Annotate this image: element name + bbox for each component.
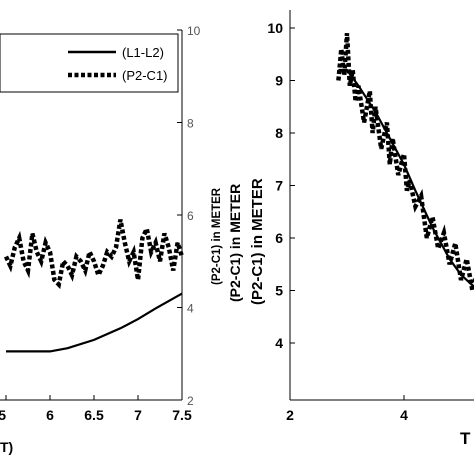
left-x-tick-label: 6.5 <box>84 407 104 423</box>
left-chart-right-axis-label: (P2-C1) in METER <box>211 187 223 285</box>
left-y-tick-label: 4 <box>187 302 194 316</box>
right-y-tick-label: 7 <box>275 178 283 194</box>
left-x-tick-label: 5.5 <box>0 407 6 423</box>
right-x-tick-label: 4 <box>400 407 408 423</box>
series-line-l1-l2 <box>6 292 183 353</box>
legend-box <box>0 33 179 93</box>
series-line-p2-c1 <box>3 219 185 290</box>
right-chart-y-ticks: 4 5 6 7 8 9 10 <box>267 20 295 351</box>
right-x-tick-label: 2 <box>286 407 294 423</box>
left-chart-x-ticks: 5.5 6 6.5 7 7.5 <box>0 395 192 423</box>
right-chart-x-axis-label: T <box>460 429 471 448</box>
left-y-tick-label: 6 <box>187 209 194 223</box>
left-x-tick-label: 7 <box>134 407 142 423</box>
left-chart-y-ticks: 2 4 6 8 10 <box>177 24 201 408</box>
left-x-tick-label: 6 <box>46 407 54 423</box>
right-chart-y-axis-label: (P2-C1) in METER <box>249 178 266 305</box>
left-x-tick-label: 7.5 <box>172 407 192 423</box>
legend-label-p2-c1: (P2-C1) <box>122 68 168 83</box>
legend-label-l1-l2: (L1-L2) <box>122 45 164 60</box>
left-chart-x-axis-label: T) <box>0 439 13 455</box>
series-line-l1-l2 <box>338 68 474 289</box>
right-y-tick-label: 4 <box>275 335 283 351</box>
left-y-tick-label: 10 <box>187 24 201 38</box>
left-y-tick-label: 2 <box>187 394 194 408</box>
right-y-tick-label: 5 <box>275 283 283 299</box>
right-y-tick-label: 9 <box>275 73 283 89</box>
right-y-tick-label: 6 <box>275 230 283 246</box>
left-y-tick-label: 8 <box>187 117 194 131</box>
series-line-p2-c1 <box>336 33 474 291</box>
left-chart-legend: (L1-L2) (P2-C1) <box>0 33 179 93</box>
right-y-tick-label: 8 <box>275 125 283 141</box>
left-chart-right-axis-label-outer: (P2-C1) in METER <box>227 184 243 302</box>
right-chart-series <box>336 33 474 291</box>
left-chart-series <box>3 219 185 353</box>
right-y-tick-label: 10 <box>267 20 283 36</box>
left-chart-panel: 5.5 6 6.5 7 7.5 2 4 6 8 10 T) (P2-C1) in METER (… <box>0 24 243 455</box>
